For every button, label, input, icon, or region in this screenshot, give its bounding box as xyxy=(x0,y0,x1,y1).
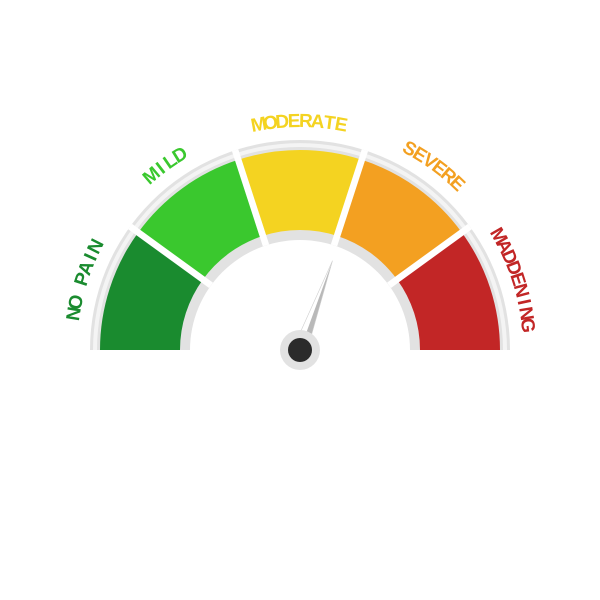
svg-text:O: O xyxy=(65,293,89,312)
svg-text:E: E xyxy=(333,114,349,137)
pain-gauge: NO PAINMILDMODERATESEVEREMADDENING xyxy=(0,0,600,600)
gauge-label-2: MODERATE xyxy=(249,111,349,137)
gauge-hub-inner xyxy=(288,338,312,362)
svg-text:G: G xyxy=(516,317,538,334)
